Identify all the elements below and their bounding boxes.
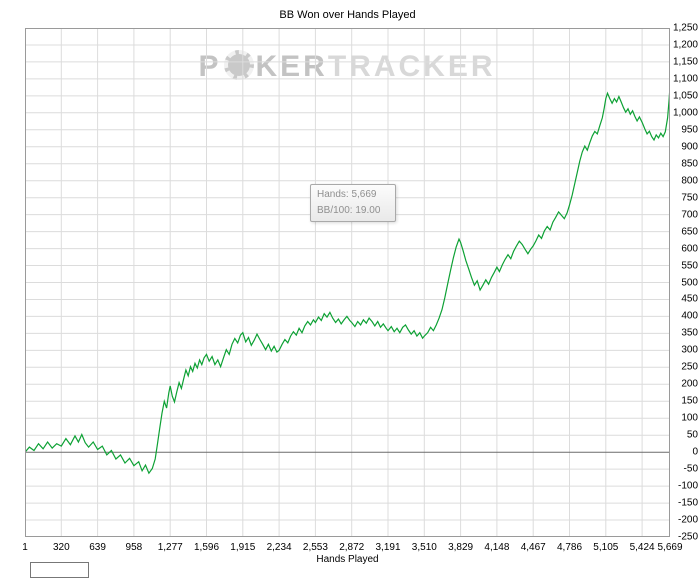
x-tick-label: 3,191	[375, 542, 401, 553]
y-tick-label: 1,200	[672, 39, 698, 51]
hover-tooltip: Hands: 5,669 BB/100: 19.00	[310, 184, 396, 222]
x-tick-label: 2,553	[302, 542, 328, 553]
y-tick-label: 1,250	[672, 22, 698, 34]
x-tick-label: 639	[89, 542, 106, 553]
x-tick-label: 2,234	[266, 542, 292, 553]
chart-plot-area[interactable]	[25, 28, 670, 537]
y-tick-label: 1,150	[672, 56, 698, 68]
x-tick-label: 320	[52, 542, 70, 553]
y-tick-label: 850	[681, 158, 698, 170]
y-tick-label: 400	[681, 310, 698, 322]
x-tick-label: 2,872	[339, 542, 365, 553]
x-tick-label: 4,148	[484, 542, 510, 553]
x-tick-label: 3,510	[411, 542, 437, 553]
x-tick-label: 4,786	[557, 542, 583, 553]
x-tick-label: 1,596	[193, 542, 220, 553]
y-tick-label: -150	[677, 497, 698, 509]
y-tick-label: 250	[681, 361, 698, 373]
y-tick-label: 450	[681, 293, 698, 305]
y-tick-label: 950	[681, 124, 698, 136]
y-tick-label: -250	[677, 531, 698, 543]
x-tick-label: 1,915	[230, 542, 256, 553]
x-tick-label: 5,424	[629, 542, 655, 553]
x-tick-label: 5,669	[657, 542, 683, 553]
y-tick-label: 300	[681, 344, 698, 356]
y-tick-label: 200	[681, 378, 698, 390]
y-tick-label: 50	[686, 429, 698, 441]
plot-frame	[25, 28, 670, 537]
y-tick-label: 650	[681, 226, 698, 238]
tooltip-bb100: BB/100: 19.00	[317, 205, 381, 216]
tooltip-hands: Hands: 5,669	[317, 189, 377, 200]
y-tick-label: 500	[681, 277, 698, 288]
bb-won-chart[interactable]	[25, 28, 670, 537]
y-tick-label: -200	[677, 514, 698, 526]
bb-won-line	[25, 86, 670, 475]
y-tick-label: 0	[692, 446, 698, 458]
y-tick-label: 900	[681, 141, 698, 153]
y-tick-label: 800	[681, 175, 698, 187]
y-tick-label: -100	[677, 480, 698, 492]
y-tick-label: 600	[681, 243, 698, 255]
x-tick-label: 4,467	[520, 542, 546, 553]
y-tick-label: 700	[681, 209, 698, 221]
y-tick-label: 350	[681, 327, 698, 339]
x-tick-label: 3,829	[448, 542, 474, 553]
y-tick-label: 750	[681, 192, 698, 204]
y-tick-label: -50	[683, 463, 698, 475]
x-tick-label: 958	[125, 542, 143, 553]
y-tick-label: 150	[681, 395, 698, 407]
x-tick-label: 1,277	[157, 542, 183, 553]
y-tick-label: 1,000	[672, 107, 698, 119]
chart-title: BB Won over Hands Played	[279, 9, 416, 21]
y-tick-label: 100	[681, 412, 698, 424]
partial-dropdown[interactable]	[30, 562, 89, 578]
y-tick-label: 550	[681, 260, 698, 272]
x-tick-label: 1	[22, 542, 28, 553]
y-tick-label: 1,100	[672, 73, 698, 85]
y-tick-label: 1,050	[672, 90, 698, 102]
x-axis-label: Hands Played	[316, 554, 379, 565]
x-tick-label: 5,105	[593, 542, 619, 553]
